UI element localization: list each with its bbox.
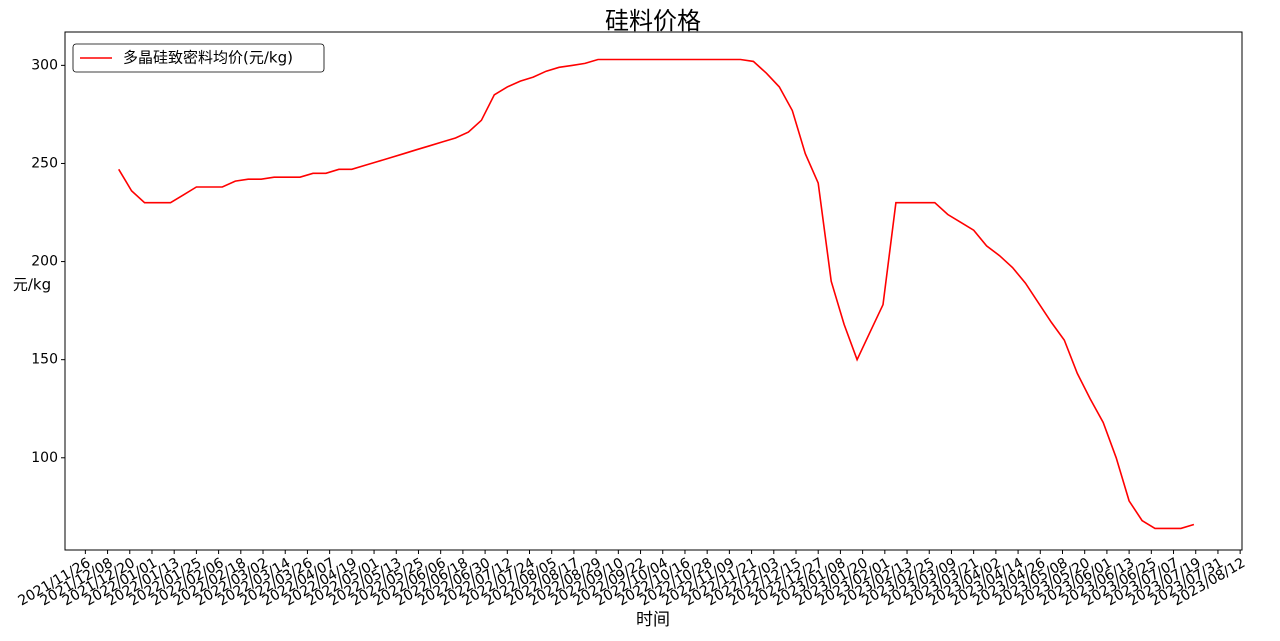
y-tick-label: 150 — [31, 352, 58, 368]
y-axis-label: 元/kg — [13, 276, 51, 294]
y-tick-label: 100 — [31, 450, 58, 466]
y-tick-label: 250 — [31, 155, 58, 171]
chart-title: 硅料价格 — [605, 7, 701, 35]
legend-label: 多晶硅致密料均价(元/kg) — [123, 49, 293, 67]
y-tick-label: 200 — [31, 254, 58, 270]
data-line — [118, 58, 1195, 530]
plot-frame — [64, 31, 1243, 551]
y-tick-label: 300 — [31, 57, 58, 73]
legend-box — [72, 43, 325, 73]
x-axis-label: 时间 — [636, 610, 670, 630]
